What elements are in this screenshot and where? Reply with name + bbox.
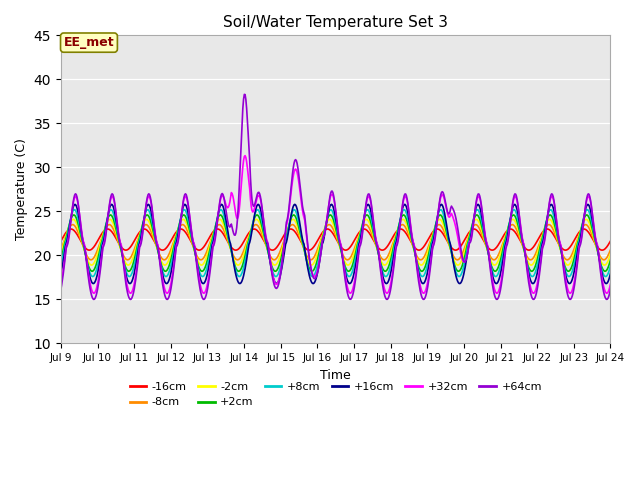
+64cm (163, 297, 171, 302)
Legend: -16cm, -8cm, -2cm, +2cm, +8cm, +16cm, +32cm, +64cm: -16cm, -8cm, -2cm, +2cm, +8cm, +16cm, +3… (125, 377, 547, 412)
+64cm (404, 201, 412, 206)
-8cm (404, 229, 412, 235)
-16cm (104, 226, 111, 232)
+8cm (607, 263, 614, 269)
+32cm (124, 284, 131, 289)
-16cm (57, 238, 65, 244)
-8cm (420, 254, 428, 260)
+32cm (209, 242, 217, 248)
Line: -16cm: -16cm (61, 229, 611, 250)
+2cm (607, 257, 614, 263)
X-axis label: Time: Time (320, 369, 351, 382)
-2cm (67, 219, 75, 225)
-8cm (124, 257, 131, 263)
+64cm (180, 194, 188, 200)
-16cm (125, 246, 132, 252)
Line: -2cm: -2cm (61, 219, 611, 265)
Line: +32cm: +32cm (61, 156, 611, 293)
+16cm (309, 281, 317, 287)
+16cm (291, 202, 299, 207)
+32cm (163, 290, 171, 296)
Line: +16cm: +16cm (61, 204, 611, 284)
+32cm (420, 290, 428, 296)
+32cm (57, 281, 65, 287)
-16cm (181, 228, 189, 234)
-16cm (67, 226, 75, 232)
+64cm (209, 244, 217, 250)
Line: +2cm: +2cm (61, 215, 611, 271)
-8cm (67, 223, 75, 228)
+2cm (403, 216, 410, 222)
-2cm (404, 225, 412, 231)
+2cm (209, 237, 216, 243)
-8cm (179, 222, 187, 228)
-8cm (57, 247, 65, 252)
Line: -8cm: -8cm (61, 225, 611, 260)
-2cm (124, 262, 131, 268)
+16cm (420, 280, 428, 286)
-16cm (420, 243, 428, 249)
+8cm (209, 240, 216, 245)
Line: +8cm: +8cm (61, 210, 611, 276)
+16cm (179, 204, 187, 210)
-2cm (420, 260, 428, 265)
-2cm (181, 217, 189, 223)
+64cm (420, 297, 428, 302)
Y-axis label: Temperature (C): Temperature (C) (15, 138, 28, 240)
+64cm (67, 218, 75, 224)
+64cm (241, 92, 248, 97)
-2cm (210, 229, 218, 235)
-2cm (124, 262, 132, 268)
-8cm (607, 247, 614, 252)
+16cm (67, 215, 75, 221)
+16cm (607, 271, 614, 276)
-8cm (209, 233, 216, 239)
+16cm (124, 277, 131, 283)
-2cm (143, 216, 150, 222)
Line: +64cm: +64cm (61, 95, 611, 300)
+32cm (607, 281, 614, 287)
+8cm (419, 274, 427, 279)
+8cm (57, 263, 65, 269)
+2cm (419, 268, 426, 274)
+64cm (607, 287, 614, 292)
+32cm (241, 153, 249, 158)
+8cm (179, 208, 187, 214)
+8cm (419, 274, 426, 279)
+2cm (124, 268, 131, 274)
-16cm (122, 247, 130, 253)
Title: Soil/Water Temperature Set 3: Soil/Water Temperature Set 3 (223, 15, 448, 30)
-8cm (252, 222, 260, 228)
+8cm (124, 272, 131, 277)
+32cm (180, 196, 188, 202)
-16cm (210, 228, 218, 234)
+64cm (57, 287, 65, 292)
+2cm (564, 268, 572, 274)
-2cm (607, 251, 614, 257)
-8cm (270, 257, 278, 263)
Text: EE_met: EE_met (63, 36, 115, 49)
+16cm (404, 210, 412, 216)
+8cm (67, 215, 75, 221)
+2cm (67, 216, 75, 222)
-16cm (607, 238, 614, 244)
+16cm (57, 271, 65, 276)
+32cm (404, 202, 412, 208)
+2cm (57, 257, 65, 263)
+16cm (209, 242, 216, 248)
+2cm (546, 212, 554, 218)
-2cm (57, 251, 65, 257)
+2cm (179, 212, 187, 218)
+8cm (403, 210, 410, 216)
+64cm (124, 289, 131, 295)
+32cm (67, 217, 75, 223)
+8cm (437, 207, 445, 213)
-16cm (404, 233, 412, 239)
